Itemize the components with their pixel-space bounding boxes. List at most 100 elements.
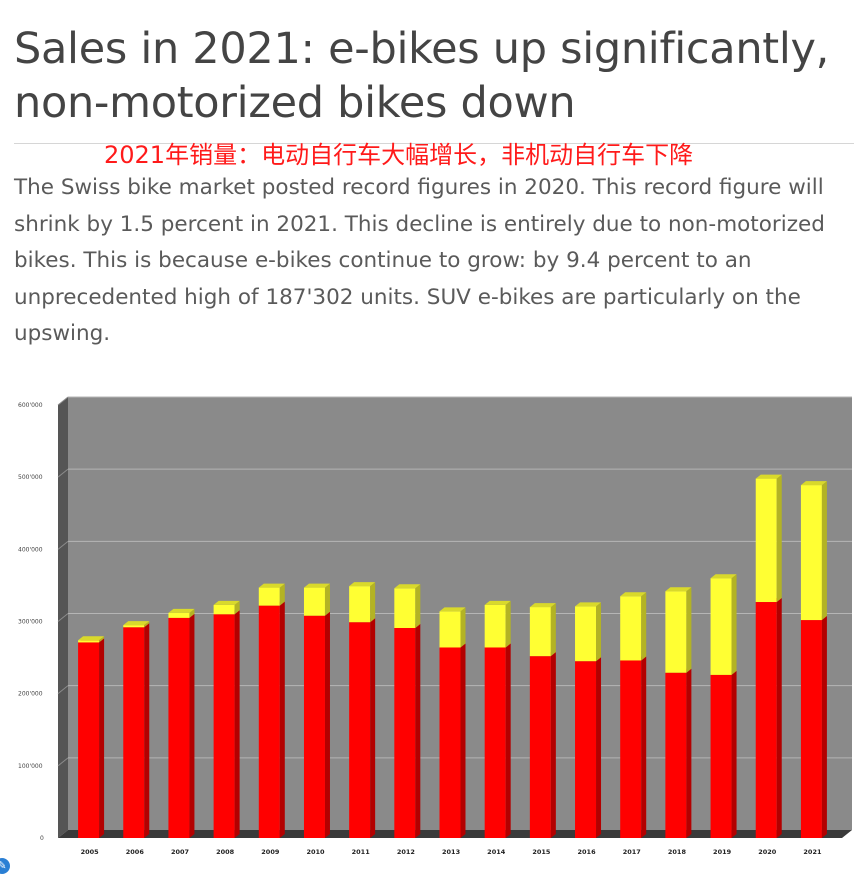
y-tick-label: 300'000 — [18, 619, 43, 626]
bar-segment — [529, 652, 556, 838]
bar-front — [439, 647, 461, 838]
bar-side — [415, 584, 421, 628]
bar-side — [415, 623, 421, 838]
bar-side — [189, 613, 195, 838]
x-tick-label: 2013 — [442, 848, 460, 856]
bar-side — [686, 668, 692, 838]
bar-front — [394, 588, 416, 628]
bar-front — [439, 611, 461, 648]
bar-front — [78, 640, 100, 643]
bar-front — [620, 660, 642, 838]
bar-segment — [710, 670, 737, 838]
gridline-side — [57, 757, 69, 767]
x-tick-label: 2014 — [487, 848, 506, 856]
bar-segment — [303, 611, 330, 838]
bar-front — [349, 622, 371, 838]
bar-segment — [800, 481, 827, 621]
bar-side — [370, 618, 376, 838]
bar-front — [484, 604, 506, 648]
bar-side — [144, 621, 150, 628]
bar-front — [575, 606, 597, 662]
bar-side — [641, 656, 647, 838]
bar-segment — [665, 668, 692, 838]
bar-top — [755, 474, 782, 479]
bar-side — [460, 643, 466, 838]
bar-front — [800, 485, 822, 621]
gridline-side — [57, 613, 69, 622]
bar-front — [123, 625, 145, 628]
x-tick-label: 2020 — [758, 848, 777, 856]
bar-top — [665, 587, 692, 592]
bar-front — [710, 578, 732, 675]
bar-segment — [349, 582, 376, 623]
x-tick-label: 2010 — [306, 848, 325, 856]
bar-front — [123, 627, 145, 838]
bar-front — [755, 602, 777, 838]
bar-front — [710, 674, 732, 838]
x-tick-label: 2019 — [713, 848, 732, 856]
bar-side — [279, 583, 285, 606]
chart-bars — [78, 474, 827, 838]
bar-segment — [800, 616, 827, 838]
bar-front — [529, 656, 551, 838]
bar-front — [394, 627, 416, 838]
bar-segment — [575, 657, 602, 838]
bar-segment — [168, 608, 195, 618]
bar-segment — [78, 638, 105, 838]
bar-front — [78, 642, 100, 838]
bar-segment — [258, 601, 285, 838]
bar-side — [234, 600, 240, 615]
bar-segment — [349, 618, 376, 838]
bar-segment — [484, 600, 511, 648]
y-tick-label: 200'000 — [18, 691, 43, 698]
bar-side — [99, 636, 105, 643]
x-tick-label: 2018 — [668, 848, 687, 856]
bar-front — [800, 620, 822, 838]
title-divider — [14, 143, 854, 144]
bar-top — [800, 481, 827, 486]
bar-segment — [123, 621, 150, 628]
intro-paragraph: The Swiss bike market posted record figu… — [14, 175, 825, 346]
bar-front — [258, 587, 280, 606]
bar-side — [505, 643, 511, 838]
bar-front — [213, 604, 235, 615]
bar-front — [665, 672, 687, 838]
browser-extension-icon[interactable]: ✎ — [0, 858, 10, 874]
bar-segment — [710, 574, 737, 675]
bar-segment — [755, 598, 782, 838]
bar-front — [168, 612, 190, 618]
bar-top — [620, 592, 647, 597]
bar-side — [821, 616, 827, 838]
chinese-caption: 2021年销量：电动自行车大幅增长，非机动自行车下降 — [104, 141, 694, 169]
bar-front — [303, 615, 325, 838]
bar-front — [258, 605, 280, 838]
bar-segment — [168, 613, 195, 838]
bar-side — [99, 638, 105, 838]
bar-segment — [755, 474, 782, 603]
bar-segment — [78, 636, 105, 643]
bar-front — [484, 647, 506, 838]
bar-segment — [484, 643, 511, 838]
bar-top — [575, 602, 602, 607]
gridline-side — [57, 468, 69, 478]
gridline-side — [57, 396, 69, 406]
bar-top — [168, 608, 195, 613]
x-tick-label: 2009 — [261, 848, 280, 856]
bar-side — [731, 670, 737, 838]
y-axis-ticks: 0 100'000 200'000 300'000 400'000 500'000 600'… — [18, 402, 44, 842]
bar-side — [144, 623, 150, 838]
x-tick-label: 2012 — [397, 848, 415, 856]
bar-side — [324, 583, 330, 616]
bar-front — [665, 591, 687, 673]
bar-side — [370, 582, 376, 623]
bar-top — [484, 600, 511, 605]
x-tick-label: 2011 — [352, 848, 371, 856]
bar-side — [821, 481, 827, 621]
bar-front — [168, 617, 190, 838]
bar-side — [550, 603, 556, 657]
bar-side — [505, 600, 511, 648]
gridline-side — [57, 540, 69, 550]
y-tick-label: 500'000 — [18, 474, 43, 481]
bar-segment — [213, 600, 240, 615]
bar-segment — [394, 623, 421, 838]
